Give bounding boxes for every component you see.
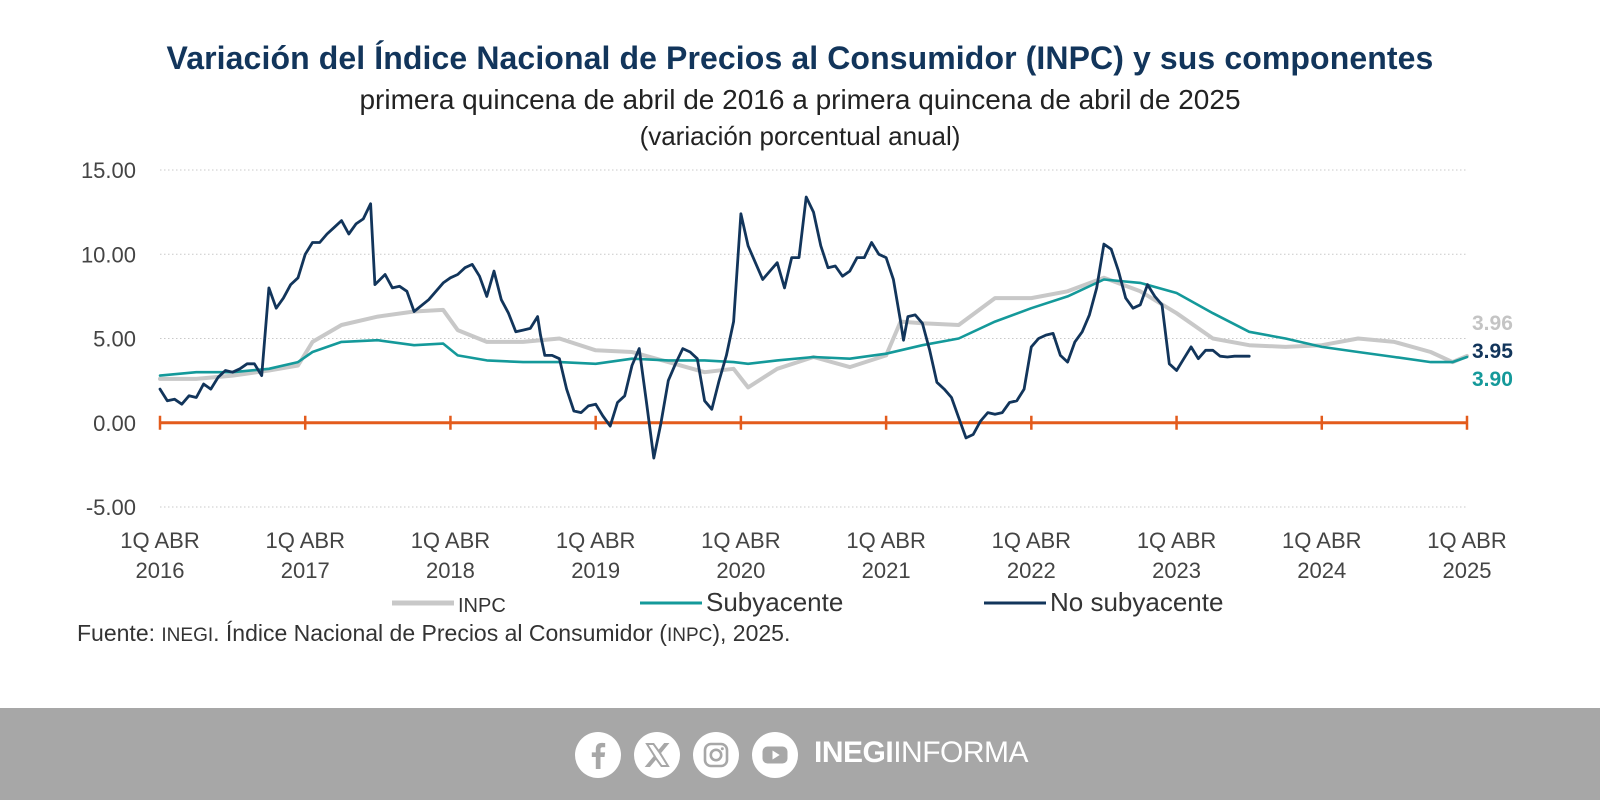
x-tick-label: 1Q ABR bbox=[701, 528, 780, 553]
x-tick-label: 1Q ABR bbox=[1137, 528, 1216, 553]
source-note: Fuente: INEGI. Índice Nacional de Precio… bbox=[77, 620, 790, 647]
x-tick-year: 2025 bbox=[1443, 558, 1492, 583]
x-tick-year: 2017 bbox=[281, 558, 330, 583]
y-tick-label: 0.00 bbox=[93, 411, 136, 436]
chart-subtitle: primera quincena de abril de 2016 a prim… bbox=[359, 84, 1241, 115]
facebook-icon[interactable] bbox=[575, 732, 621, 778]
legend-label: No subyacente bbox=[1050, 587, 1223, 617]
x-tick-label: 1Q ABR bbox=[265, 528, 344, 553]
y-tick-label: 10.00 bbox=[81, 242, 136, 267]
source-suffix: ), 2025. bbox=[712, 620, 791, 646]
brand-light: INFORMA bbox=[893, 736, 1029, 769]
chart-title: Variación del Índice Nacional de Precios… bbox=[166, 40, 1434, 76]
brand-logo: INEGIINFORMA bbox=[814, 736, 1029, 770]
x-tick-year: 2020 bbox=[716, 558, 765, 583]
end-label-no-subyacente: 3.95 bbox=[1472, 340, 1513, 363]
x-tick-label: 1Q ABR bbox=[846, 528, 925, 553]
x-tick-label: 1Q ABR bbox=[556, 528, 635, 553]
youtube-icon[interactable] bbox=[752, 732, 798, 778]
y-tick-label: 5.00 bbox=[93, 327, 136, 352]
series-line-subyacente bbox=[158, 278, 1469, 377]
line-chart: 15.00 10.00 5.00 0.00 -5.00 1Q ABR 2016 1Q ABR 2… bbox=[81, 158, 1513, 617]
source-prefix: Fuente: bbox=[77, 620, 162, 646]
x-tick-year: 2018 bbox=[426, 558, 475, 583]
x-tick-year: 2021 bbox=[862, 558, 911, 583]
x-tick-label: 1Q ABR bbox=[411, 528, 490, 553]
source-abbr: INPC bbox=[666, 625, 713, 646]
end-label-subyacente: 3.90 bbox=[1472, 368, 1513, 391]
x-tick-label: 1Q ABR bbox=[1427, 528, 1506, 553]
x-icon[interactable] bbox=[634, 732, 680, 778]
chart-unit: (variación porcentual anual) bbox=[639, 121, 961, 151]
x-tick-label: 1Q ABR bbox=[120, 528, 199, 553]
x-tick-year: 2023 bbox=[1152, 558, 1201, 583]
y-tick-label: 15.00 bbox=[81, 158, 136, 183]
end-label-inpc: 3.96 bbox=[1472, 312, 1513, 335]
legend-label: Subyacente bbox=[706, 587, 843, 617]
x-tick-label: 1Q ABR bbox=[992, 528, 1071, 553]
x-tick-year: 2022 bbox=[1007, 558, 1056, 583]
source-org: INEGI bbox=[161, 625, 214, 646]
x-tick-label: 1Q ABR bbox=[1282, 528, 1361, 553]
footer-bar: INEGIINFORMA bbox=[0, 708, 1600, 800]
series-line-no-subyacente bbox=[158, 195, 1251, 460]
x-tick-year: 2024 bbox=[1297, 558, 1346, 583]
y-tick-label: -5.00 bbox=[86, 495, 136, 520]
instagram-icon[interactable] bbox=[693, 732, 739, 778]
series-line-inpc bbox=[158, 275, 1469, 390]
brand-bold: INEGI bbox=[814, 736, 894, 769]
x-tick-year: 2019 bbox=[571, 558, 620, 583]
x-tick-year: 2016 bbox=[136, 558, 185, 583]
legend-label: INPC bbox=[458, 595, 506, 617]
source-middle: . Índice Nacional de Precios al Consumid… bbox=[213, 620, 667, 646]
